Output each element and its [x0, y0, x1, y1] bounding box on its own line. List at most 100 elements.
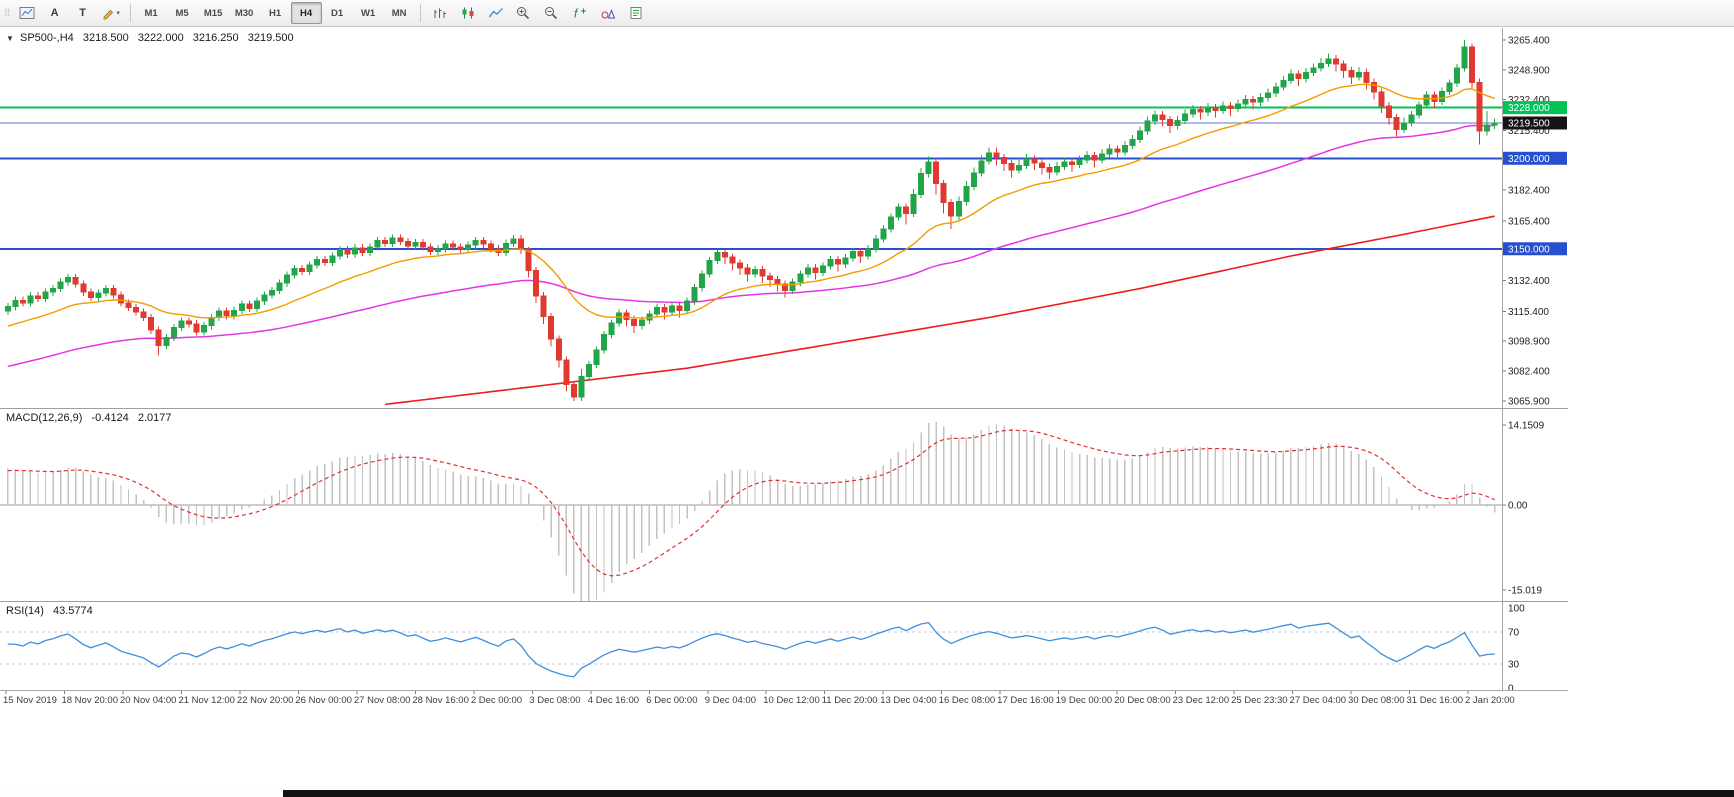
chart-header: ▼ SP500-,H4 3218.500 3222.000 3216.250 3… [6, 32, 294, 44]
timeframe-mn-button[interactable]: MN [391, 7, 407, 19]
symbol-dropdown-icon[interactable]: ▼ [6, 34, 14, 43]
timeframe-w1-button[interactable]: W1 [360, 7, 376, 19]
zoom-out-icon[interactable] [538, 2, 566, 24]
macd-main-value: -0.4124 [91, 412, 129, 424]
panel-splitter[interactable] [0, 408, 1568, 409]
taskbar-strip [283, 790, 1734, 797]
svg-text:3232.400: 3232.400 [1508, 95, 1550, 106]
symbol-period-label: SP500-,H4 [19, 32, 74, 44]
timeframe-d1-button[interactable]: D1 [331, 7, 344, 19]
candlestick-chart-icon[interactable] [454, 2, 482, 24]
svg-text:30 Dec 08:00: 30 Dec 08:00 [1348, 695, 1405, 706]
svg-text:70: 70 [1508, 628, 1520, 639]
svg-text:3219.500: 3219.500 [1508, 119, 1550, 130]
timeframe-m30-button[interactable]: M30 [234, 7, 254, 19]
svg-text:6 Dec 00:00: 6 Dec 00:00 [646, 695, 697, 706]
text-annotation-button[interactable]: A [50, 7, 59, 19]
timeframe-m15-button[interactable]: M15 [203, 7, 223, 19]
svg-text:3165.400: 3165.400 [1508, 216, 1550, 227]
svg-text:-15.019: -15.019 [1508, 585, 1542, 596]
svg-text:30: 30 [1508, 660, 1520, 671]
svg-text:3215.400: 3215.400 [1508, 126, 1550, 137]
svg-text:27 Dec 04:00: 27 Dec 04:00 [1290, 695, 1347, 706]
svg-text:19 Dec 00:00: 19 Dec 00:00 [1056, 695, 1113, 706]
rsi-value: 43.5774 [52, 605, 93, 617]
svg-text:18 Nov 20:00: 18 Nov 20:00 [61, 695, 118, 706]
svg-text:3065.900: 3065.900 [1508, 396, 1550, 407]
svg-text:3228.000: 3228.000 [1508, 103, 1550, 114]
toolbar-grip[interactable]: ⠿ [4, 7, 11, 18]
macd-panel[interactable]: 14.1509 0.00 -15.019 [0, 409, 1568, 601]
svg-text:3 Dec 08:00: 3 Dec 08:00 [529, 695, 580, 706]
templates-icon[interactable] [622, 2, 650, 24]
svg-text:3265.400: 3265.400 [1508, 35, 1550, 46]
svg-text:31 Dec 16:00: 31 Dec 16:00 [1407, 695, 1464, 706]
svg-text:3182.400: 3182.400 [1508, 186, 1550, 197]
main-chart-panel[interactable]: 3265.400 3248.900 3232.400 3215.400 3182.400… [0, 28, 1568, 408]
chart-window-icon[interactable] [13, 2, 41, 24]
svg-text:3132.400: 3132.400 [1508, 276, 1550, 287]
timeframe-m1-button[interactable]: M1 [144, 7, 158, 19]
ohlc-high: 3222.000 [137, 32, 184, 44]
chevron-down-icon: ▾ [116, 10, 120, 17]
rsi-panel[interactable]: 100 70 30 0 [0, 602, 1568, 690]
svg-text:3150.000: 3150.000 [1508, 244, 1550, 255]
svg-text:2 Jan 20:00: 2 Jan 20:00 [1465, 695, 1515, 706]
svg-text:20 Nov 04:00: 20 Nov 04:00 [120, 695, 177, 706]
bar-chart-icon[interactable] [426, 2, 454, 24]
time-axis[interactable]: 15 Nov 2019 18 Nov 20:00 20 Nov 04:00 21 No… [0, 690, 1568, 708]
svg-text:14.1509: 14.1509 [1508, 421, 1545, 432]
svg-text:3115.400: 3115.400 [1508, 307, 1549, 318]
svg-text:26 Nov 00:00: 26 Nov 00:00 [295, 695, 352, 706]
macd-header: MACD(12,26,9) -0.4124 2.0177 [6, 412, 172, 424]
rsi-header: RSI(14) 43.5774 [6, 605, 93, 617]
rsi-label: RSI(14) [6, 605, 44, 617]
svg-text:2 Dec 00:00: 2 Dec 00:00 [471, 695, 522, 706]
objects-icon[interactable] [594, 2, 622, 24]
toolbar: ⠿ A T ▾ M1 M5 M15 M30 H1 H4 D1 W1 MN [0, 0, 1734, 27]
svg-text:10 Dec 12:00: 10 Dec 12:00 [763, 695, 820, 706]
macd-label: MACD(12,26,9) [6, 412, 83, 424]
draw-tools-button[interactable]: ▾ [97, 2, 125, 24]
macd-signal-value: 2.0177 [137, 412, 172, 424]
svg-text:22 Nov 20:00: 22 Nov 20:00 [237, 695, 294, 706]
svg-text:11 Dec 20:00: 11 Dec 20:00 [822, 695, 878, 706]
svg-text:27 Nov 08:00: 27 Nov 08:00 [354, 695, 411, 706]
svg-text:0: 0 [1508, 684, 1514, 691]
timeframe-h4-button[interactable]: H4 [290, 2, 322, 24]
zoom-in-icon[interactable] [510, 2, 538, 24]
svg-text:3248.900: 3248.900 [1508, 65, 1550, 76]
svg-text:3082.400: 3082.400 [1508, 367, 1550, 378]
svg-text:4 Dec 16:00: 4 Dec 16:00 [588, 695, 639, 706]
toolbar-separator [419, 4, 421, 22]
bottom-strip-left [0, 790, 283, 797]
svg-text:3200.000: 3200.000 [1508, 154, 1550, 165]
text-tool-button[interactable]: T [79, 7, 86, 19]
svg-text:25 Dec 23:30: 25 Dec 23:30 [1231, 695, 1288, 706]
chart-window: 3265.400 3248.900 3232.400 3215.400 3182.400… [0, 28, 1568, 791]
svg-text:15 Nov 2019: 15 Nov 2019 [3, 695, 57, 706]
svg-text:16 Dec 08:00: 16 Dec 08:00 [939, 695, 996, 706]
svg-text:20 Dec 08:00: 20 Dec 08:00 [1114, 695, 1171, 706]
line-chart-icon[interactable] [482, 2, 510, 24]
svg-text:21 Nov 12:00: 21 Nov 12:00 [178, 695, 235, 706]
pencil-icon [103, 9, 114, 20]
indicators-icon[interactable]: f [566, 2, 594, 24]
svg-text:23 Dec 12:00: 23 Dec 12:00 [1173, 695, 1230, 706]
svg-text:0.00: 0.00 [1508, 501, 1528, 512]
ohlc-open: 3218.500 [82, 32, 129, 44]
svg-text:28 Nov 16:00: 28 Nov 16:00 [412, 695, 469, 706]
svg-text:3098.900: 3098.900 [1508, 337, 1550, 348]
ohlc-close: 3219.500 [247, 32, 294, 44]
timeframe-m5-button[interactable]: M5 [175, 7, 189, 19]
ohlc-low: 3216.250 [192, 32, 239, 44]
svg-text:100: 100 [1508, 604, 1525, 615]
svg-text:f: f [574, 7, 579, 21]
svg-text:17 Dec 16:00: 17 Dec 16:00 [997, 695, 1054, 706]
panel-splitter[interactable] [0, 601, 1568, 602]
svg-text:13 Dec 04:00: 13 Dec 04:00 [880, 695, 937, 706]
svg-text:9 Dec 04:00: 9 Dec 04:00 [705, 695, 756, 706]
toolbar-separator [129, 4, 131, 22]
timeframe-h1-button[interactable]: H1 [269, 7, 282, 19]
